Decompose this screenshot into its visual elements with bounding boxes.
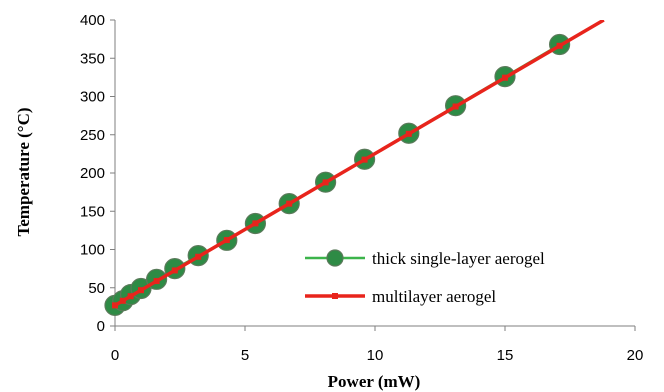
data-point-multilayer: [195, 253, 202, 260]
data-point-multilayer: [127, 293, 134, 300]
y-tick-label: 400: [80, 12, 105, 29]
data-point-multilayer: [452, 103, 459, 110]
legend-label-thick-single-layer: thick single-layer aerogel: [372, 249, 545, 268]
y-tick-label: 200: [80, 165, 105, 182]
y-tick-label: 150: [80, 203, 105, 220]
y-axis-title: Temperature (°C): [14, 107, 33, 236]
x-tick-label: 0: [111, 347, 119, 364]
y-tick-label: 50: [88, 280, 105, 297]
y-tick-label: 300: [80, 89, 105, 106]
data-point-multilayer: [223, 237, 230, 244]
series-layer: [104, 20, 605, 316]
data-point-multilayer: [119, 297, 126, 304]
axes: 0 50 100 150 200 250 300 350 400 0 5 10 15 20: [80, 12, 643, 364]
data-point-multilayer: [286, 200, 293, 207]
data-point-multilayer: [405, 130, 412, 137]
y-tick-label: 350: [80, 50, 105, 67]
data-point-multilayer: [112, 302, 118, 309]
data-point-multilayer: [502, 74, 508, 81]
x-tick-label: 10: [367, 347, 384, 364]
y-tick-label: 0: [97, 318, 105, 335]
legend-marker-thick-single-layer: [326, 249, 344, 267]
data-point-multilayer: [252, 220, 259, 227]
legend-marker-multilayer: [332, 293, 338, 299]
data-point-multilayer: [171, 267, 178, 274]
legend-label-multilayer: multilayer aerogel: [372, 287, 496, 306]
legend: thick single-layer aerogel multilayer aer…: [305, 249, 545, 306]
data-point-multilayer: [153, 278, 160, 285]
data-point-multilayer: [361, 156, 368, 163]
x-tick-label: 20: [627, 347, 644, 364]
x-tick-label: 5: [241, 347, 249, 364]
y-tick-label: 100: [80, 242, 105, 259]
data-point-multilayer: [322, 179, 329, 186]
x-tick-label: 15: [497, 347, 514, 364]
data-point-multilayer: [556, 42, 563, 49]
x-axis-title: Power (mW): [328, 372, 421, 391]
data-point-multilayer: [138, 287, 144, 294]
y-tick-label: 250: [80, 127, 105, 144]
